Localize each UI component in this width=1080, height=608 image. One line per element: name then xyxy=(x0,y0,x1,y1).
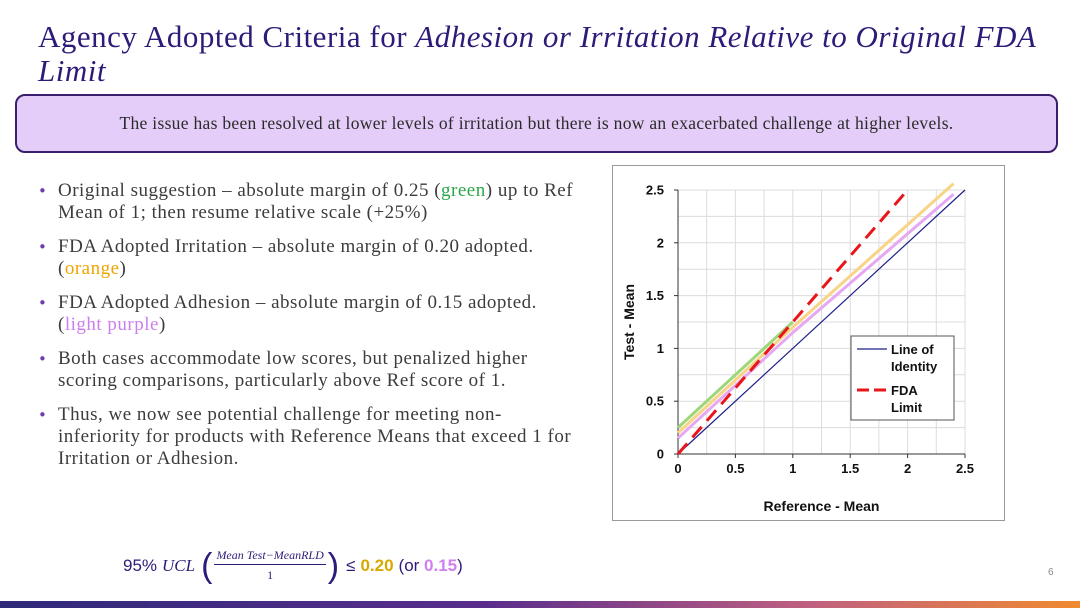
banner-text: The issue has been resolved at lower lev… xyxy=(119,113,954,133)
formula-ucl: UCL xyxy=(162,555,196,575)
formula-le: ≤ xyxy=(346,555,356,575)
ucl-formula: 95% UCL ( Mean Test−MeanRLD 1 ) ≤ 0.20 (… xyxy=(123,543,583,588)
y-tick-label: 1 xyxy=(657,341,664,356)
formula-fraction: Mean Test−MeanRLD 1 xyxy=(214,548,326,583)
series-line-of-identity xyxy=(677,189,966,455)
x-tick-label: 0 xyxy=(674,461,681,476)
footer-gradient-bar xyxy=(0,601,1080,608)
y-axis-label: Test - Mean xyxy=(621,284,637,360)
x-tick-label: 2.5 xyxy=(956,461,974,476)
series-fda-adopted-irritation xyxy=(676,182,955,434)
bullet-conclusion: Thus, we now see potential challenge for… xyxy=(36,404,576,470)
x-tick-label: 2 xyxy=(904,461,911,476)
formula-denominator: 1 xyxy=(267,568,274,582)
x-tick-label: 0.5 xyxy=(726,461,744,476)
bullet-original: Original suggestion – absolute margin of… xyxy=(36,180,576,224)
color-word-purple: light purple xyxy=(64,314,159,335)
y-tick-label: 0 xyxy=(657,447,664,462)
slide-title: Agency Adopted Criteria for Adhesion or … xyxy=(38,20,1048,88)
formula-value-020: 0.20 xyxy=(360,555,394,575)
legend-label-fda: FDA xyxy=(891,383,918,398)
y-tick-label: 1.5 xyxy=(646,288,664,303)
series-fda-limit xyxy=(676,189,909,455)
formula-close: ) xyxy=(457,555,463,575)
series-original-suggestion xyxy=(676,320,794,429)
chart-svg: 0 0.5 1 1.5 2 2.5 0 0.5 1 1.5 2 2.5 Reference - Mean… xyxy=(621,182,974,515)
color-word-orange: orange xyxy=(64,258,120,279)
bullet-irritation: FDA Adopted Irritation – absolute margin… xyxy=(36,236,576,280)
formula-or: (or xyxy=(398,555,420,575)
y-tick-label: 2.5 xyxy=(646,183,664,198)
y-tick-label: 2 xyxy=(657,235,664,250)
x-tick-label: 1 xyxy=(789,461,796,476)
title-italic: Adhesion or Irritation Relative to Origi… xyxy=(38,19,1036,88)
formula-prefix: 95% xyxy=(123,555,158,575)
title-plain: Agency Adopted Criteria for xyxy=(38,19,416,54)
x-tick-label: 1.5 xyxy=(841,461,859,476)
legend-label-identity: Line of xyxy=(891,342,934,357)
formula-paren-open: ( xyxy=(201,546,213,585)
color-word-green: green xyxy=(441,180,486,201)
criteria-chart: 0 0.5 1 1.5 2 2.5 0 0.5 1 1.5 2 2.5 Reference - Mean… xyxy=(612,165,1005,521)
formula-value-015: 0.15 xyxy=(424,555,458,575)
x-axis-label: Reference - Mean xyxy=(764,498,880,514)
summary-banner: The issue has been resolved at lower lev… xyxy=(15,94,1058,153)
legend-box xyxy=(850,335,955,421)
bullet-both-cases: Both cases accommodate low scores, but p… xyxy=(36,348,576,392)
legend-label-fda-line2: Limit xyxy=(891,400,923,415)
page-number: 6 xyxy=(1048,567,1054,578)
formula-paren-close: ) xyxy=(327,546,340,585)
y-tick-label: 0.5 xyxy=(646,394,664,409)
bullet-adhesion: FDA Adopted Adhesion – absolute margin o… xyxy=(36,292,576,336)
legend-label-identity-line2: Identity xyxy=(891,359,938,374)
bullet-list: Original suggestion – absolute margin of… xyxy=(36,180,576,482)
formula-numerator: Mean Test−MeanRLD xyxy=(214,548,326,565)
series-fda-adopted-adhesion xyxy=(676,193,955,440)
